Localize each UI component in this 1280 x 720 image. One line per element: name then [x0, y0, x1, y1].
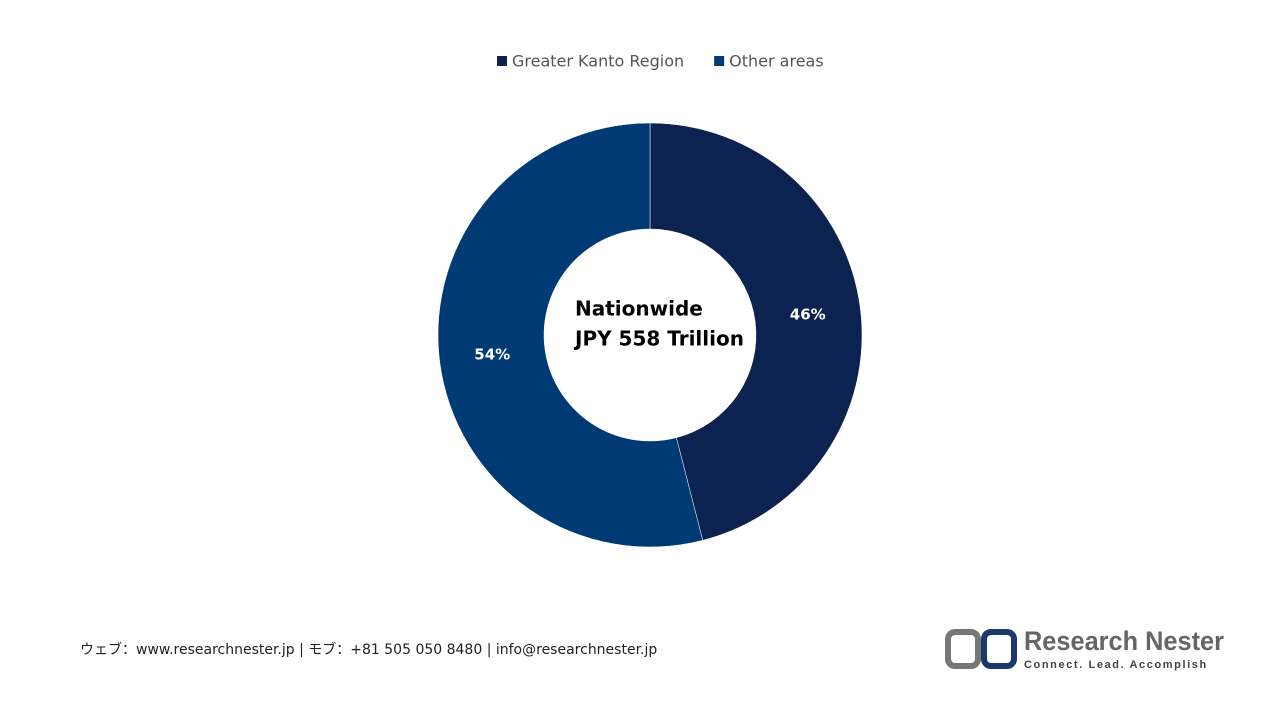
footer-contact: ウェブ：www.researchnester.jp | モブ：+81 505 0…: [80, 641, 657, 658]
value-label: 46%: [790, 306, 826, 324]
donut-chart: 46% 54% Nationwide JPY 558 Trillion: [437, 122, 863, 548]
value-label: 54%: [474, 345, 510, 363]
logo-icon: [981, 629, 1017, 669]
legend-label: Other areas: [729, 52, 824, 71]
legend-swatch: [497, 56, 507, 66]
legend: Greater Kanto Region Other areas: [497, 52, 824, 71]
slice: [437, 122, 704, 548]
center-text: JPY 558 Trillion: [573, 327, 744, 351]
center-text: Nationwide: [575, 297, 703, 321]
legend-swatch: [714, 56, 725, 66]
logo: Research Nester Connect. Lead. Accomplis…: [945, 626, 1224, 671]
logo-icon: [945, 629, 981, 669]
legend-label: Greater Kanto Region: [512, 52, 684, 71]
logo-name: Research Nester: [1024, 626, 1224, 656]
logo-tagline: Connect. Lead. Accomplish: [1024, 659, 1208, 671]
